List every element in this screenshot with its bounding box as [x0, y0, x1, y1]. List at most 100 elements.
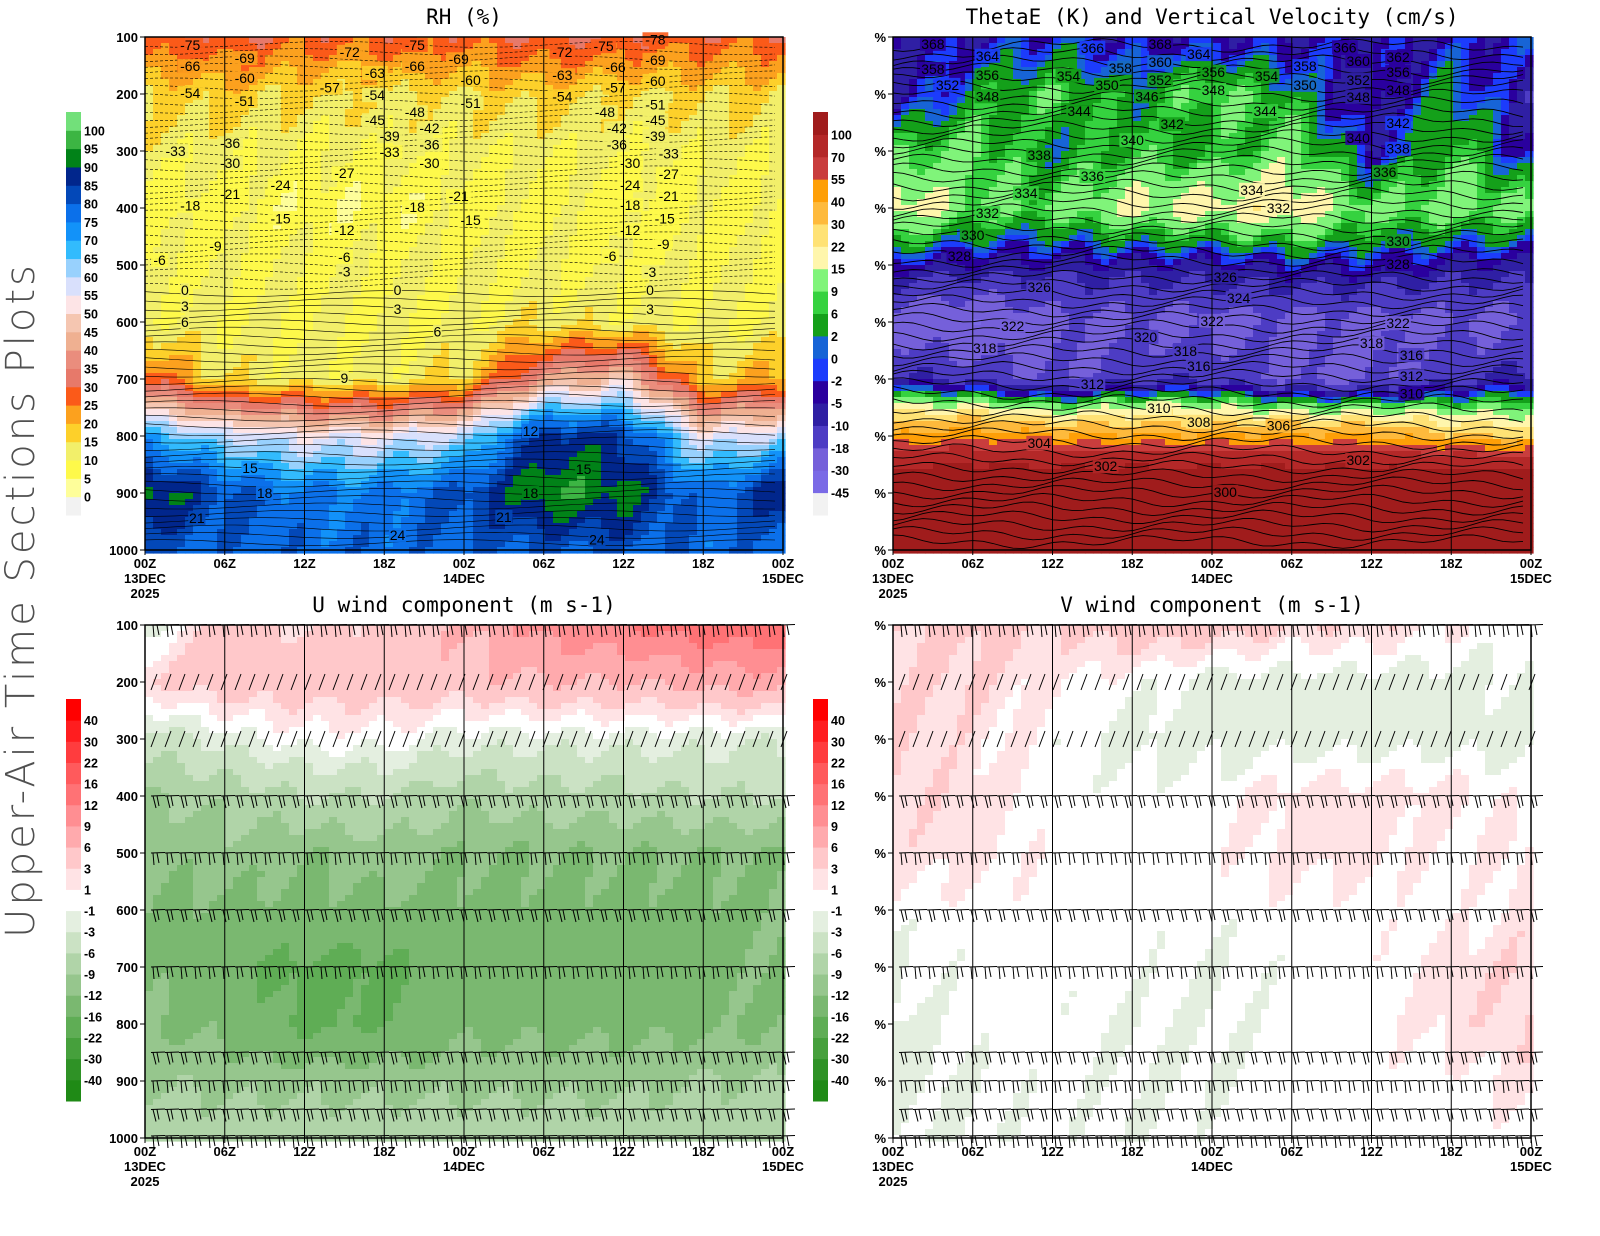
field-cell [249, 361, 258, 368]
field-cell [161, 529, 170, 536]
field-cell [345, 457, 354, 464]
field-cell [561, 139, 570, 146]
field-cell [593, 385, 602, 392]
field-cell [289, 337, 298, 344]
field-cell [409, 355, 418, 362]
field-cell [369, 439, 378, 446]
field-cell [281, 61, 290, 68]
field-cell [521, 217, 530, 224]
field-cell [489, 103, 498, 110]
field-cell [313, 277, 322, 284]
field-cell [225, 325, 234, 332]
field-cell [473, 427, 482, 434]
field-cell [209, 517, 218, 524]
field-cell [545, 541, 554, 548]
field-cell [313, 469, 322, 476]
field-cell [369, 43, 378, 50]
field-cell [529, 133, 538, 140]
field-cell [449, 163, 458, 170]
field-cell [481, 121, 490, 128]
field-cell [569, 181, 578, 188]
field-cell [521, 331, 530, 338]
field-cell [473, 247, 482, 254]
field-cell [537, 403, 546, 410]
field-cell [353, 481, 362, 488]
field-cell [521, 181, 530, 188]
field-cell [449, 343, 458, 350]
field-cell [281, 487, 290, 494]
field-cell [345, 451, 354, 458]
field-cell [225, 523, 234, 530]
field-cell [537, 229, 546, 236]
field-cell [481, 271, 490, 278]
field-cell [209, 127, 218, 134]
field-cell [473, 199, 482, 206]
field-cell [177, 367, 186, 374]
field-cell [169, 259, 178, 266]
field-cell [473, 127, 482, 134]
field-cell [521, 151, 530, 158]
field-cell [473, 235, 482, 242]
field-cell [401, 475, 410, 482]
field-cell [449, 475, 458, 482]
field-cell [529, 61, 538, 68]
field-cell [265, 403, 274, 410]
field-cell [257, 73, 266, 80]
field-cell [265, 271, 274, 278]
field-cell [529, 181, 538, 188]
field-cell [545, 295, 554, 302]
field-cell [521, 223, 530, 230]
field-cell [537, 97, 546, 104]
field-cell [313, 499, 322, 506]
field-cell [425, 415, 434, 422]
field-cell [449, 109, 458, 116]
field-cell [193, 283, 202, 290]
field-cell [249, 433, 258, 440]
field-cell [481, 43, 490, 50]
field-cell [425, 523, 434, 530]
field-cell [473, 301, 482, 308]
field-cell [473, 283, 482, 290]
field-cell [369, 241, 378, 248]
field-cell [489, 445, 498, 452]
field-cell [553, 205, 562, 212]
field-cell [561, 223, 570, 230]
field-cell [601, 301, 610, 308]
field-cell [409, 157, 418, 164]
field-cell [401, 265, 410, 272]
field-cell [393, 187, 402, 194]
field-cell [233, 457, 242, 464]
field-cell [201, 307, 210, 314]
field-cell [601, 445, 610, 452]
field-cell [313, 319, 322, 326]
field-cell [433, 79, 442, 86]
field-cell [209, 457, 218, 464]
field-cell [321, 541, 330, 548]
field-cell [577, 193, 586, 200]
field-cell [185, 361, 194, 368]
field-cell [249, 523, 258, 530]
field-cell [553, 151, 562, 158]
field-cell [417, 409, 426, 416]
field-cell [281, 421, 290, 428]
field-cell [409, 97, 418, 104]
field-cell [465, 535, 474, 542]
field-cell [489, 295, 498, 302]
field-cell [505, 475, 514, 482]
field-cell [145, 361, 154, 368]
field-cell [593, 433, 602, 440]
field-cell [193, 235, 202, 242]
field-cell [233, 343, 242, 350]
field-cell [569, 313, 578, 320]
field-cell [369, 331, 378, 338]
field-cell [233, 325, 242, 332]
field-cell [393, 49, 402, 56]
field-cell [161, 229, 170, 236]
field-cell [473, 229, 482, 236]
field-cell [201, 301, 210, 308]
field-cell [361, 505, 370, 512]
field-cell [305, 403, 314, 410]
field-cell [169, 499, 178, 506]
field-cell [313, 247, 322, 254]
field-cell [569, 511, 578, 518]
